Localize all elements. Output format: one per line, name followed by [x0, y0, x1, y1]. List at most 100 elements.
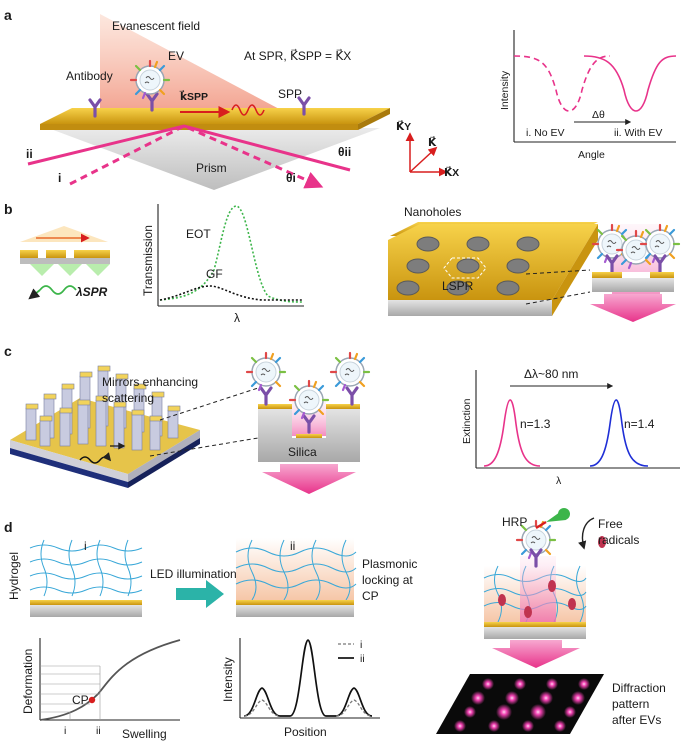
transmission-axis-label: Transmission	[141, 225, 155, 296]
gf-label: GF	[206, 267, 223, 281]
curve-i	[243, 699, 373, 717]
kspp-label: k⃗SPP	[179, 90, 208, 103]
state-ii-label: ii	[290, 539, 295, 553]
mirrors-label-line2: scattering	[102, 391, 154, 405]
k-y-label: K⃗Y	[396, 120, 411, 133]
antibody-label: Antibody	[66, 69, 113, 83]
eot-schematic: λSPR	[20, 226, 110, 300]
tick-ii-label: ii	[96, 725, 101, 737]
theta-ii-label: θii	[338, 145, 351, 159]
panel-c: c	[4, 343, 680, 494]
diffraction-line3: after EVs	[612, 713, 661, 727]
cp-point	[88, 696, 96, 704]
extinction-chart: Δλ~80 nm n=1.3 n=1.4 Extinction λ	[461, 367, 680, 487]
evanescent-field-label: Evanescent field	[112, 19, 200, 33]
lambda-axis-label-c: λ	[556, 475, 562, 487]
k-label: K⃗	[428, 136, 437, 149]
nanohole-array: Nanoholes LSPR	[388, 205, 598, 316]
position-axis-label: Position	[284, 725, 327, 739]
cp-label: CP	[72, 693, 89, 707]
legend-ii-label: ii	[360, 653, 365, 665]
no-ev-label: i. No EV	[526, 127, 565, 139]
panel-d: d i Hydrogel LED illumination	[4, 508, 666, 741]
deformation-axis-label: Deformation	[21, 649, 35, 714]
deformation-chart: CP i ii Deformation Swelling	[21, 638, 181, 741]
led-arrow	[176, 580, 224, 608]
curve-n13	[483, 399, 541, 467]
spp-wave	[231, 104, 265, 116]
free-radicals-line1: Free	[598, 517, 623, 531]
spp-label: SPP	[278, 87, 302, 101]
panel-d-label: d	[4, 519, 13, 535]
nanohole-ev-capture	[590, 223, 681, 322]
transmission-chart: EOT GF Transmission λ	[141, 204, 304, 325]
beam-i	[69, 124, 324, 189]
free-radicals-line2: radicals	[598, 533, 639, 547]
silica-label: Silica	[288, 445, 317, 459]
diffraction-pattern: Diffraction pattern after EVs	[436, 674, 666, 734]
gf-curve	[159, 285, 302, 301]
ev-label: EV	[168, 49, 184, 63]
k-vector-diagram: K⃗Y K⃗ K⃗X	[396, 120, 459, 179]
curve-no-ev	[513, 55, 611, 112]
swelling-curve	[39, 639, 181, 721]
panel-c-label: c	[4, 343, 12, 359]
silica-cavity: Silica	[245, 351, 371, 494]
panel-b: b λSPR EOT GF Transmission λ	[4, 201, 681, 325]
beam-i-label: i	[58, 171, 61, 185]
n13-label: n=1.3	[520, 417, 551, 431]
prism-label: Prism	[196, 161, 227, 175]
antibody-icon	[259, 386, 273, 406]
ev-vesicle-icon	[288, 379, 330, 420]
panel-a-label: a	[4, 7, 12, 23]
prism-shape	[48, 128, 380, 190]
gold-film-side	[40, 124, 358, 130]
lambda-spr-label: λSPR	[75, 285, 108, 299]
ev-vesicle-icon	[129, 59, 171, 100]
antibody-icon	[345, 386, 359, 406]
beam-ii	[27, 124, 351, 172]
position-intensity-chart: i ii Intensity Position	[221, 638, 380, 739]
hydrogel-state-ii: ii Plasmonic locking at CP	[235, 538, 417, 617]
curve-n14	[589, 399, 649, 467]
theta-i-label: θi	[286, 171, 296, 185]
ev-vesicle-icon	[329, 351, 371, 392]
k-x-label: K⃗X	[444, 166, 459, 179]
eot-curve	[159, 205, 303, 303]
angle-axis-label: Angle	[578, 149, 605, 161]
spr-dip-chart: Δθ i. No EV ii. With EV Intensity Angle	[499, 30, 677, 161]
intensity-axis-label: Intensity	[499, 70, 511, 110]
delta-theta-label: Δθ	[592, 109, 605, 121]
extinction-axis-label: Extinction	[461, 398, 473, 444]
mirrors-label-line1: Mirrors enhancing	[102, 375, 198, 389]
gold-film-top	[40, 108, 390, 124]
locking-label-line3: CP	[362, 589, 379, 603]
ev-vesicle-icon	[245, 351, 287, 392]
hrp-label: HRP	[502, 515, 527, 529]
hydrogel-label: Hydrogel	[7, 552, 21, 600]
led-label: LED illumination	[150, 567, 237, 581]
locking-label-line2: locking at	[362, 573, 413, 587]
hrp-hydrogel-device: HRP Free radicals	[483, 508, 639, 668]
diffraction-line1: Diffraction	[612, 681, 666, 695]
curve-ii	[243, 639, 373, 717]
legend-i-label: i	[360, 639, 362, 651]
delta-lambda-label: Δλ~80 nm	[524, 367, 578, 381]
diffraction-line2: pattern	[612, 697, 649, 711]
ev-vesicle-icon	[639, 223, 681, 264]
state-i-label: i	[84, 539, 87, 553]
locking-label-line1: Plasmonic	[362, 557, 417, 571]
lspr-label: LSPR	[442, 279, 474, 293]
tick-i-label: i	[64, 725, 66, 737]
spr-condition: At SPR, K⃗SPP = K⃗X	[244, 48, 351, 63]
panel-a: a Evanescent field Prism Antibody EV k⃗S…	[4, 7, 677, 190]
curve-with-ev	[583, 55, 677, 112]
intensity-axis-label-d: Intensity	[221, 657, 235, 702]
beam-ii-label: ii	[26, 147, 33, 161]
with-ev-label: ii. With EV	[614, 127, 662, 139]
eot-label: EOT	[186, 227, 211, 241]
swelling-axis-label: Swelling	[122, 727, 167, 741]
nanoholes-label: Nanoholes	[404, 205, 461, 219]
lambda-axis-label: λ	[234, 311, 240, 325]
